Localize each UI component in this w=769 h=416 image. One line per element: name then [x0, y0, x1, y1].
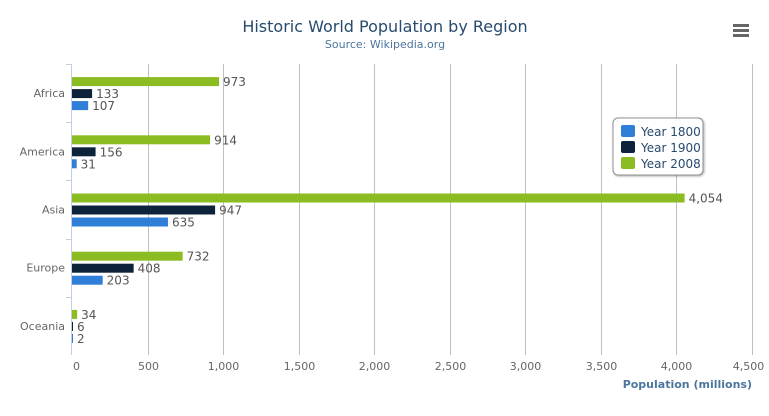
data-label: 6: [77, 320, 85, 334]
value-axis-title: Population (millions): [623, 378, 752, 391]
category-label: Asia: [42, 204, 65, 217]
bar-year-1800: [72, 159, 77, 169]
data-label: 973: [223, 75, 246, 89]
bar-year-2008: [72, 77, 220, 87]
tick-label: 4,500: [733, 360, 765, 373]
data-label: 4,054: [689, 192, 723, 206]
category-label: Africa: [34, 87, 65, 100]
bar-year-2008: [72, 251, 183, 261]
tick-label: 0: [73, 360, 80, 373]
legend: Year 1800 Year 1900 Year 2008: [612, 117, 704, 176]
data-label: 914: [214, 133, 237, 147]
data-label: 156: [100, 145, 123, 159]
legend-item: Year 1800: [640, 125, 701, 139]
bar-year-1800: [72, 333, 73, 343]
data-label: 203: [107, 274, 130, 288]
bar-year-1900: [72, 263, 134, 273]
category-label: America: [20, 145, 65, 158]
legend-swatch: [621, 157, 635, 169]
data-label: 133: [96, 87, 119, 101]
data-label: 2: [77, 332, 85, 346]
data-label: 635: [172, 216, 195, 230]
bar-year-1900: [72, 147, 96, 157]
data-label: 31: [81, 157, 96, 171]
chart-subtitle: Source: Wikipedia.org: [325, 38, 445, 51]
category-label: Oceania: [20, 320, 65, 333]
data-label: 34: [81, 308, 96, 322]
legend-swatch: [621, 141, 635, 153]
tick-label: 3,500: [586, 360, 618, 373]
legend-item: Year 2008: [640, 157, 701, 171]
tick-label: 1,000: [208, 360, 240, 373]
chart-title: Historic World Population by Region: [242, 17, 527, 36]
bar-year-1900: [72, 89, 93, 99]
data-label: 947: [219, 204, 242, 218]
bar-year-1900: [72, 205, 216, 215]
data-label: 107: [92, 99, 115, 113]
legend-item: Year 1900: [640, 141, 701, 155]
category-label: Europe: [26, 262, 65, 275]
bar-year-2008: [72, 135, 211, 145]
legend-swatch: [621, 125, 635, 137]
bar-year-1900: [72, 321, 73, 331]
tick-label: 2,500: [435, 360, 467, 373]
bar-year-2008: [72, 193, 685, 203]
bar-year-1800: [72, 275, 103, 285]
hamburger-menu-icon[interactable]: [730, 20, 754, 42]
bar-year-1800: [72, 217, 168, 227]
data-label: 732: [187, 250, 210, 264]
tick-label: 3,000: [510, 360, 542, 373]
tick-label: 1,500: [284, 360, 316, 373]
tick-label: 2,000: [359, 360, 391, 373]
tick-label: 4,000: [661, 360, 693, 373]
data-label: 408: [138, 262, 161, 276]
bar-year-2008: [72, 309, 78, 319]
tick-label: 500: [138, 360, 159, 373]
bar-year-1800: [72, 101, 89, 111]
